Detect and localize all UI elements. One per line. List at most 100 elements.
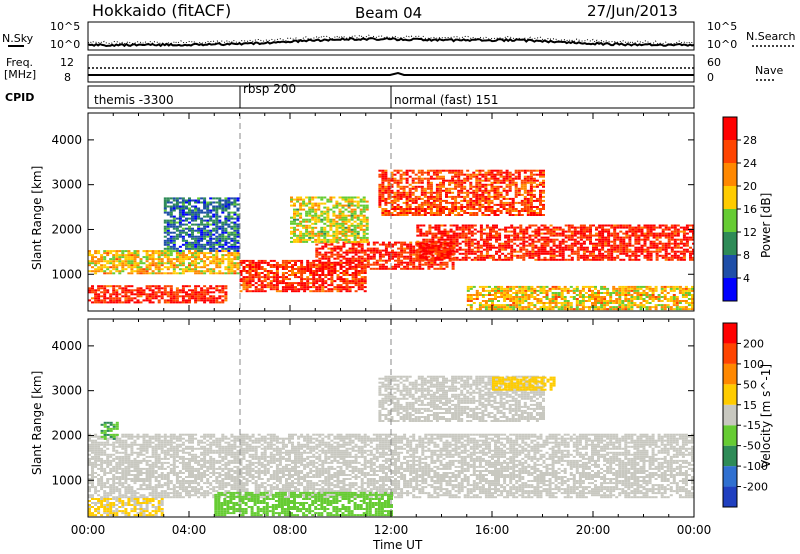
heatmap-cell (136, 266, 140, 269)
heatmap-cell (457, 208, 461, 210)
heatmap-cell (285, 276, 288, 279)
heatmap-cell (434, 252, 438, 255)
heatmap-cell (631, 230, 635, 233)
heatmap-cell (115, 297, 119, 300)
heatmap-cell (344, 236, 348, 239)
heatmap-cell (306, 282, 310, 285)
heatmap-cell (640, 244, 644, 247)
heatmap-cell (576, 258, 580, 261)
heatmap-cell (188, 197, 191, 200)
heatmap-cell (311, 206, 315, 209)
heatmap-cell (446, 248, 450, 251)
heatmap-cell (685, 242, 689, 245)
heatmap-cell (610, 256, 614, 259)
heatmap-cell (197, 243, 201, 246)
heatmap-cell (543, 238, 547, 241)
heatmap-cell (514, 214, 518, 216)
heatmap-cell (427, 245, 431, 248)
heatmap-cell (498, 234, 502, 237)
heatmap-cell (598, 238, 602, 241)
heatmap-cell (363, 253, 367, 256)
heatmap-cell (529, 185, 533, 188)
heatmap-cell (308, 236, 312, 239)
heatmap-cell (272, 284, 276, 287)
heatmap-cell (552, 238, 556, 241)
heatmap-cell (472, 208, 476, 210)
heatmap-cell (151, 260, 155, 263)
heatmap-cell (493, 214, 497, 216)
heatmap-cell (163, 225, 167, 228)
heatmap-cell (384, 203, 388, 206)
heatmap-cell (378, 173, 382, 176)
heatmap-cell (212, 270, 216, 273)
heatmap-cell (472, 212, 476, 214)
heatmap-cell (537, 234, 541, 237)
heatmap-cell (670, 256, 674, 259)
freq-tick-top: 12 (60, 56, 74, 69)
heatmap-cell (275, 264, 279, 266)
heatmap-cell (394, 265, 397, 268)
heatmap-cell (523, 183, 527, 186)
heatmap-cell (112, 297, 116, 300)
heatmap-cell (348, 261, 352, 264)
heatmap-cell (191, 241, 194, 244)
heatmap-cell (342, 241, 346, 244)
heatmap-cell (360, 272, 364, 274)
heatmap-cell (121, 256, 125, 259)
heatmap-cell (520, 210, 524, 212)
heatmap-cell (251, 278, 255, 281)
heatmap-cell (406, 247, 410, 250)
heatmap-cell (227, 252, 231, 255)
heatmap-cell (311, 204, 315, 207)
heatmap-cell (408, 175, 412, 178)
heatmap-cell (347, 226, 351, 229)
heatmap-cell (408, 189, 412, 192)
heatmap-cell (97, 260, 101, 263)
heatmap-cell (521, 294, 525, 296)
heatmap-cell (516, 232, 520, 235)
heatmap-cell (333, 247, 337, 250)
heatmap-cell (151, 301, 155, 304)
heatmap-cell (403, 267, 407, 270)
heatmap-cell (525, 250, 529, 253)
heatmap-cell (610, 254, 614, 257)
heatmap-cell (526, 191, 530, 194)
heatmap-cell (387, 191, 391, 194)
heatmap-cell (475, 203, 479, 206)
heatmap-cell (347, 196, 351, 199)
heatmap-cell (233, 270, 237, 273)
heatmap-cell (388, 267, 391, 270)
heatmap-cell (121, 301, 125, 304)
heatmap-cell (416, 242, 420, 245)
heatmap-cell (203, 231, 207, 234)
heatmap-cell (546, 242, 550, 245)
heatmap-cell (421, 267, 425, 270)
heatmap-cell (412, 267, 416, 270)
heatmap-cell (378, 203, 382, 206)
heatmap-cell (384, 265, 388, 268)
heatmap-cell (320, 214, 324, 217)
heatmap-cell (300, 276, 304, 279)
heatmap-cell (245, 290, 249, 293)
heatmap-cell (542, 287, 546, 290)
heatmap-cell (527, 304, 531, 307)
heatmap-cell (375, 263, 379, 266)
heatmap-cell (318, 264, 322, 266)
heatmap-cell (595, 246, 598, 249)
heatmap-cell (445, 199, 448, 202)
heatmap-cell (646, 254, 650, 257)
heatmap-cell (531, 230, 535, 233)
heatmap-cell (197, 209, 201, 212)
heatmap-cell (308, 202, 312, 205)
heatmap-cell (519, 248, 523, 251)
heatmap-cell (329, 200, 333, 203)
heatmap-cell (494, 294, 497, 296)
heatmap-cell (643, 236, 647, 239)
heatmap-cell (269, 270, 273, 272)
heatmap-cell (203, 247, 207, 250)
heatmap-cell (442, 261, 446, 264)
heatmap-cell (439, 177, 442, 180)
heatmap-cell (251, 264, 255, 266)
heatmap-cell (425, 258, 429, 261)
heatmap-cell (300, 261, 304, 264)
